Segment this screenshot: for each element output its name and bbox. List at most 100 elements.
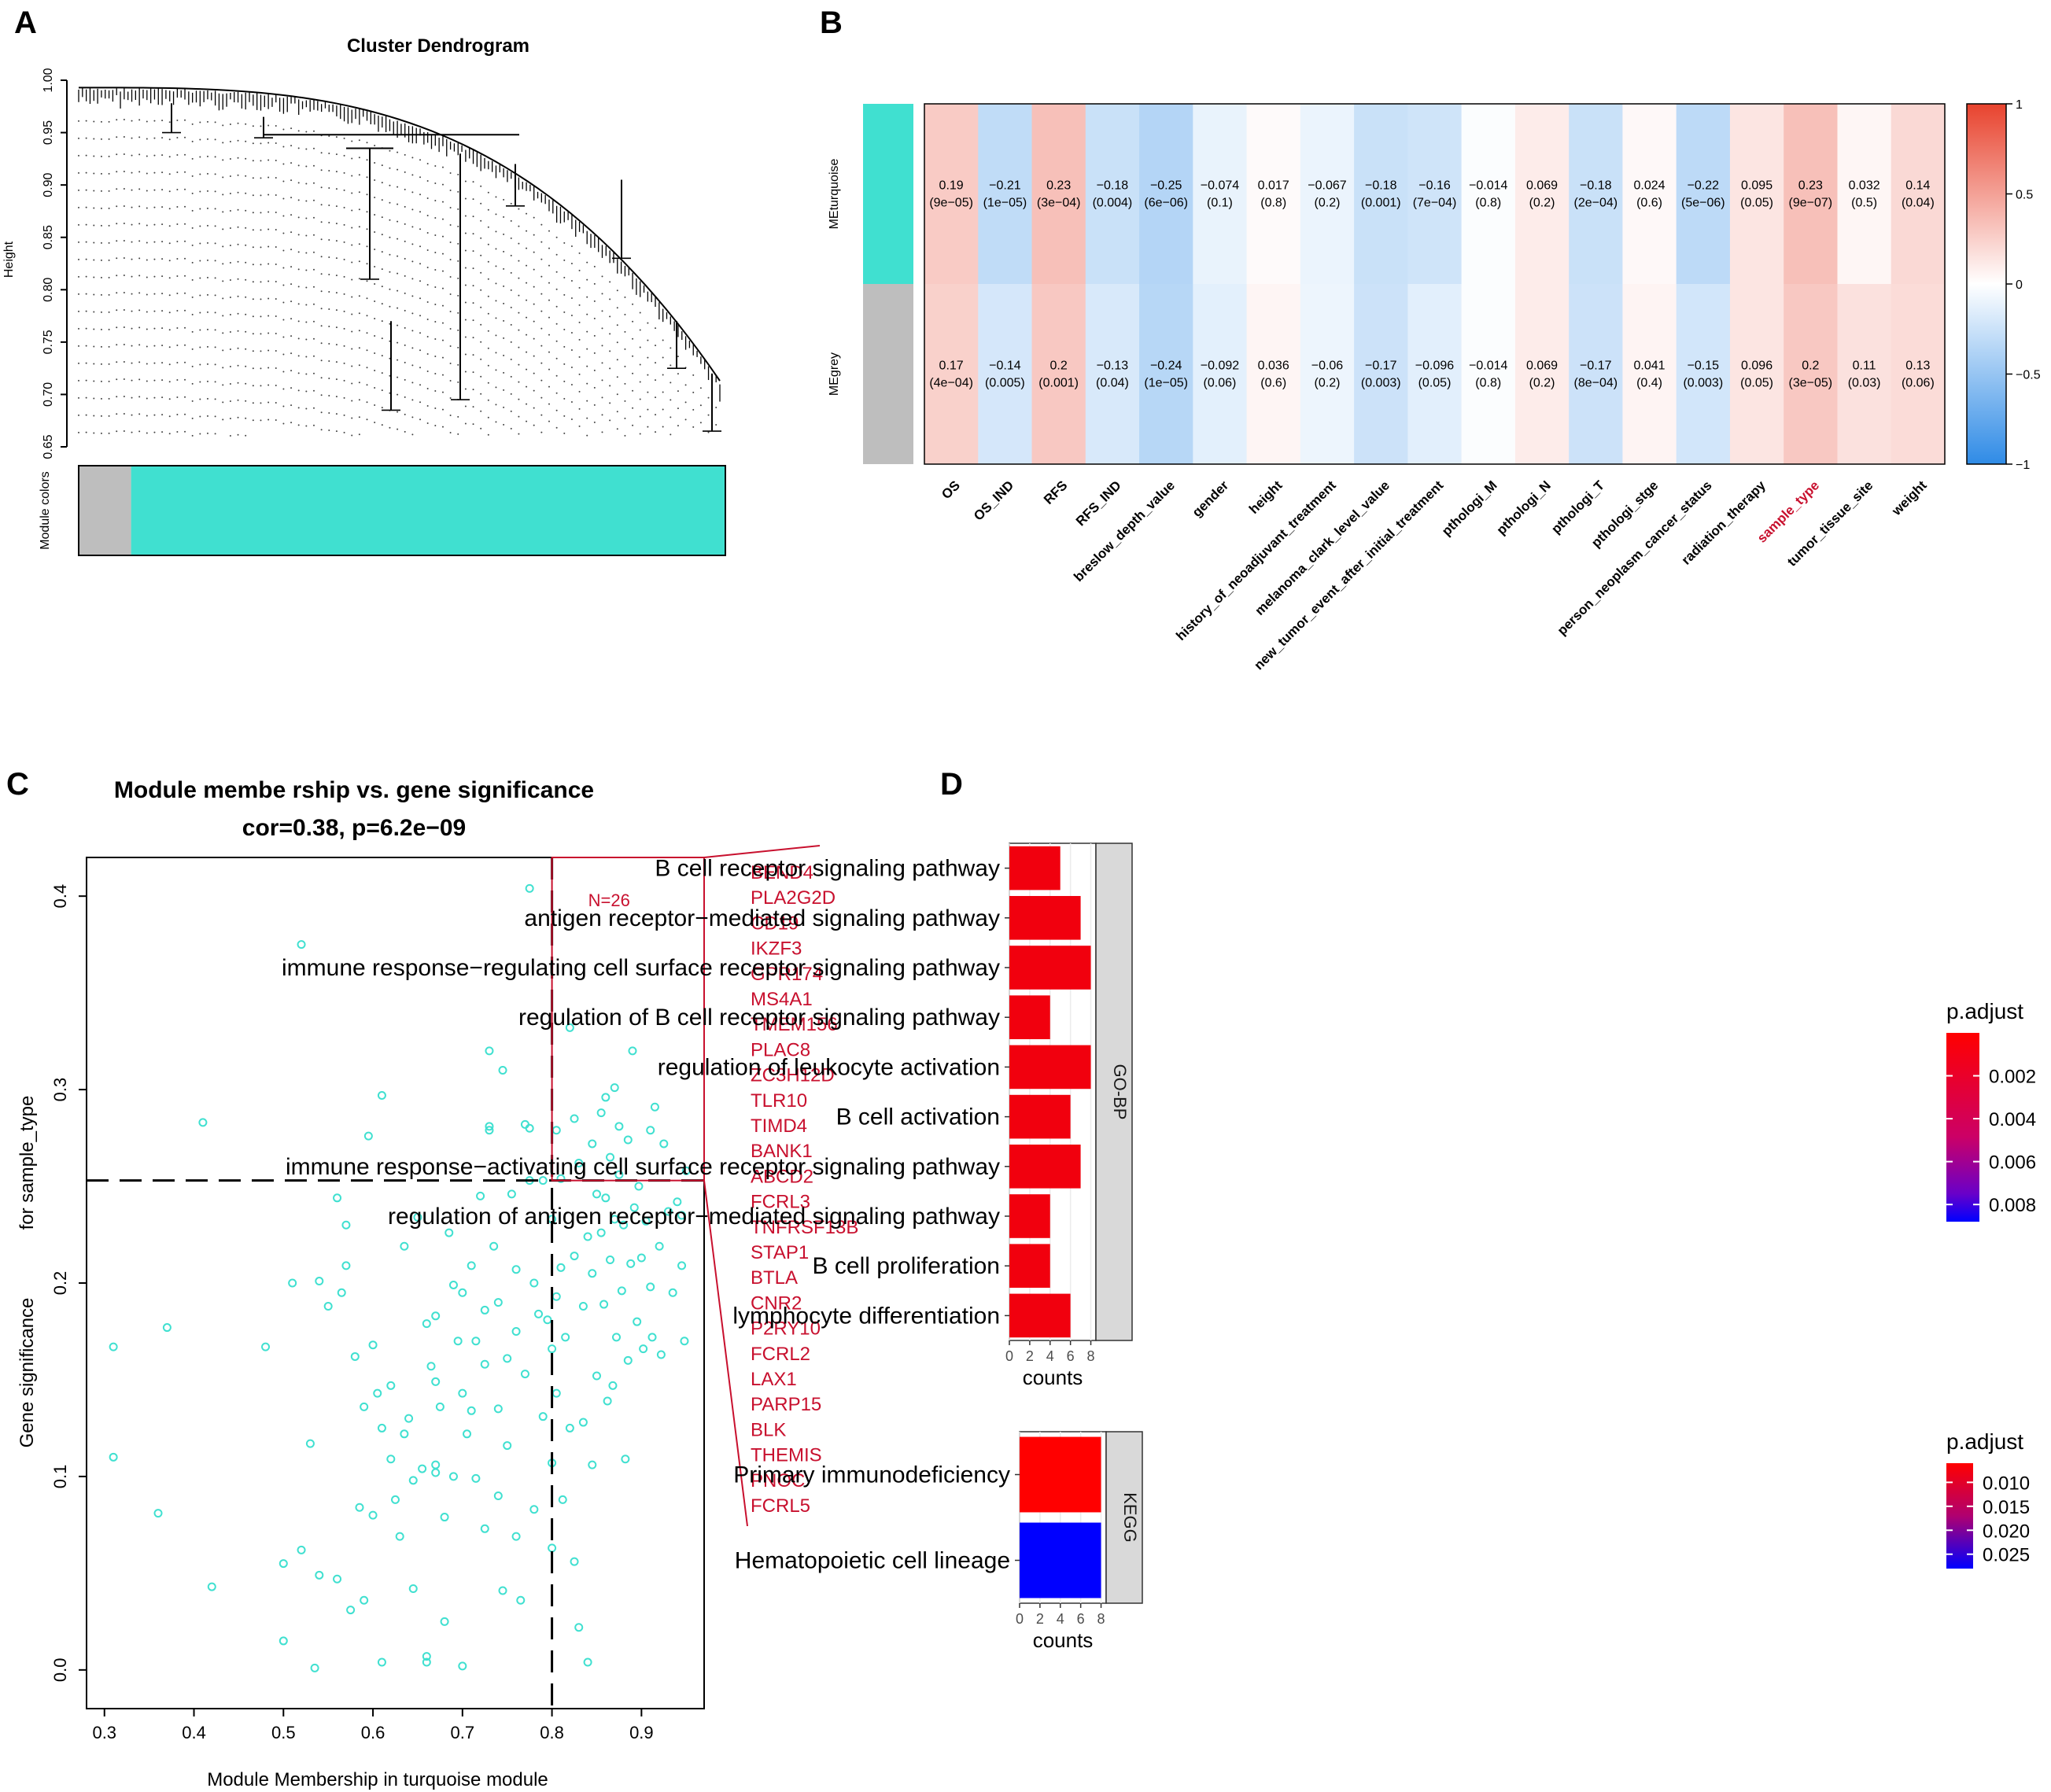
- dendro-dot: [191, 365, 194, 367]
- dendro-dot: [146, 415, 148, 417]
- dendro-dot: [503, 233, 505, 235]
- scatter-point: [350, 1351, 360, 1361]
- heatmap-cell: [1837, 284, 1892, 464]
- dendro-dot: [563, 293, 566, 296]
- dendro-dot: [449, 432, 452, 434]
- dendro-dot: [131, 345, 133, 347]
- heatmap-cell: [1407, 284, 1463, 464]
- dendro-dot: [715, 423, 717, 426]
- heatmap-cell-value: 0.096: [1741, 360, 1772, 373]
- dendro-dot: [267, 297, 270, 300]
- dendro-dot: [267, 194, 270, 196]
- dendro-dot: [670, 416, 672, 419]
- dendro-dot: [305, 269, 308, 271]
- dendro-dot: [472, 371, 474, 374]
- dendro-dot: [297, 164, 300, 167]
- dendro-dot: [100, 259, 102, 261]
- dendro-dot: [411, 226, 414, 228]
- dendro-dot: [487, 191, 489, 194]
- legend-tick-label: 0.010: [1983, 1473, 2030, 1494]
- dendro-dot: [593, 265, 596, 267]
- scatter-point: [619, 1220, 629, 1230]
- dendro-dot: [312, 286, 315, 288]
- dendro-dot: [282, 180, 285, 183]
- dendro-dot: [312, 389, 315, 392]
- dendro-dot: [639, 381, 641, 383]
- gene-label: STAP1: [751, 1242, 809, 1263]
- dendro-dot: [168, 312, 171, 314]
- scatter-point: [458, 1661, 467, 1671]
- scatter-point: [297, 1545, 306, 1554]
- heatmap-cell-value: 0.2: [1802, 360, 1819, 373]
- dendro-dot: [153, 345, 156, 347]
- dendro-dot: [312, 337, 315, 340]
- dendro-dot: [389, 167, 391, 169]
- scatter-point: [426, 1362, 436, 1371]
- dendro-dot: [267, 263, 270, 265]
- scatter-point: [467, 1261, 476, 1270]
- dendro-dot: [252, 298, 254, 301]
- dendro-dot: [93, 397, 95, 400]
- dendro-dot: [397, 341, 399, 344]
- dendro-dot: [131, 310, 133, 312]
- dendro-dot: [78, 137, 79, 139]
- dendro-dot: [366, 263, 368, 265]
- dendro-dot: [526, 212, 528, 215]
- dendro-dot: [358, 243, 360, 245]
- gene-label: GPR174: [751, 964, 823, 985]
- gene-label: CNR2: [751, 1292, 802, 1314]
- dendro-dot: [358, 364, 360, 367]
- dendro-dot: [616, 289, 618, 292]
- dendro-dot: [358, 399, 360, 401]
- scatter-point: [623, 1135, 633, 1145]
- dendro-dot: [297, 216, 300, 219]
- dendro-dot: [510, 254, 512, 256]
- gene-label: PLAC8: [751, 1039, 810, 1060]
- dendro-dot: [434, 234, 437, 237]
- selection-box: [551, 857, 705, 1182]
- dendro-dot: [449, 397, 452, 400]
- dendro-dot: [199, 138, 201, 141]
- dendro-dot: [526, 230, 528, 232]
- dendro-dot: [457, 190, 459, 193]
- gene-label: P2RY10: [751, 1318, 821, 1340]
- dendro-dot: [93, 345, 95, 348]
- dendro-dot: [389, 271, 391, 273]
- scatter-point: [360, 1402, 369, 1411]
- dendro-dot: [123, 153, 125, 156]
- heatmap-cell-pvalue: (0.4): [1636, 377, 1662, 390]
- dendro-dot: [214, 398, 216, 400]
- dendro-dot: [305, 148, 308, 150]
- dendro-dot: [480, 375, 482, 378]
- dendro-dot: [632, 337, 634, 340]
- dendro-dot: [457, 242, 459, 245]
- dendro-dot: [518, 208, 520, 210]
- dendro-dot: [138, 257, 141, 260]
- dendro-dot: [320, 360, 323, 362]
- dendro-dot: [464, 336, 467, 338]
- dendro-dot: [290, 352, 293, 355]
- dendro-dot: [351, 313, 353, 315]
- dendro-dot: [123, 344, 125, 346]
- dendro-dot: [153, 154, 156, 157]
- dendro-dot: [275, 246, 277, 249]
- dendro-dot: [586, 261, 588, 264]
- dendro-dot: [93, 155, 95, 157]
- dendro-dot: [78, 223, 79, 226]
- scatter-point: [525, 883, 534, 893]
- dendro-dot: [601, 396, 603, 399]
- dendro-dot: [78, 293, 79, 295]
- dendro-dot: [229, 227, 231, 229]
- heatmap-cell: [1031, 284, 1086, 464]
- dendro-dot: [116, 396, 118, 398]
- dendro-dot: [480, 393, 482, 395]
- dendro-dot: [320, 429, 323, 431]
- dendro-dot: [297, 199, 300, 201]
- dendro-dot: [305, 373, 308, 375]
- dendro-dot: [555, 340, 558, 342]
- dendro-dot: [108, 155, 110, 157]
- dendro-dot: [199, 363, 201, 366]
- scatter-point: [511, 1532, 521, 1541]
- dendro-dot: [533, 372, 535, 374]
- dendro-dot: [260, 246, 262, 249]
